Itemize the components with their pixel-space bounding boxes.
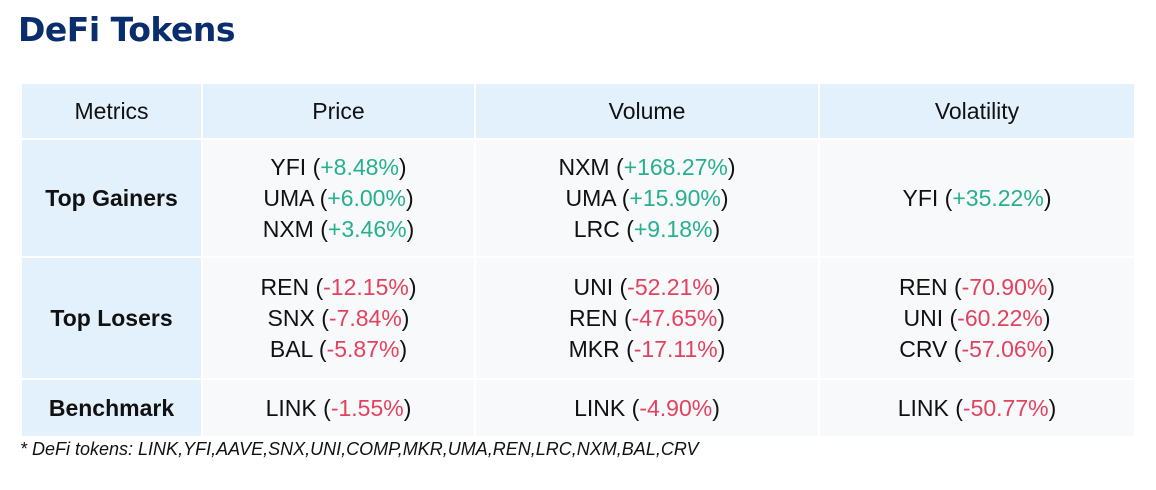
volatility-cell: YFI (+35.22%) bbox=[818, 138, 1136, 258]
header-price: Price bbox=[201, 82, 476, 140]
change-value: -5.87% bbox=[326, 335, 400, 362]
token-symbol: REN bbox=[569, 304, 618, 331]
token-entry: LINK (-4.90%) bbox=[574, 394, 720, 421]
token-symbol: YFI bbox=[270, 153, 307, 180]
token-entry: LRC (+9.18%) bbox=[573, 215, 721, 242]
change-value: +9.18% bbox=[633, 215, 713, 242]
token-entry: REN (-47.65%) bbox=[569, 304, 725, 331]
token-entry: UNI (-52.21%) bbox=[573, 273, 721, 300]
change-value: -57.06% bbox=[961, 335, 1048, 362]
row-benchmark: Benchmark LINK (-1.55%) LINK (-4.90%) LI… bbox=[20, 378, 1136, 438]
token-entry: BAL (-5.87%) bbox=[269, 335, 408, 362]
volatility-cell: LINK (-50.77%) bbox=[818, 378, 1136, 438]
change-value: -50.77% bbox=[962, 394, 1049, 421]
change-value: -4.90% bbox=[639, 394, 713, 421]
header-metrics: Metrics bbox=[20, 82, 203, 140]
price-cell: REN (-12.15%) SNX (-7.84%) BAL (-5.87%) bbox=[201, 256, 476, 380]
token-symbol: UMA bbox=[565, 184, 616, 211]
token-entry: YFI (+35.22%) bbox=[902, 184, 1052, 211]
token-symbol: UMA bbox=[263, 184, 314, 211]
token-symbol: YFI bbox=[902, 184, 939, 211]
row-label: Benchmark bbox=[20, 378, 203, 438]
change-value: -1.55% bbox=[330, 394, 404, 421]
volume-cell: LINK (-4.90%) bbox=[474, 378, 820, 438]
change-value: -60.22% bbox=[957, 304, 1043, 331]
change-value: -7.84% bbox=[328, 304, 402, 331]
token-entry: LINK (-1.55%) bbox=[265, 394, 412, 421]
volatility-cell: REN (-70.90%) UNI (-60.22%) CRV (-57.06%… bbox=[818, 256, 1136, 380]
row-label: Top Gainers bbox=[20, 138, 203, 258]
token-entry: NXM (+168.27%) bbox=[558, 153, 736, 180]
token-symbol: UNI bbox=[903, 304, 944, 331]
row-label: Top Losers bbox=[20, 256, 203, 380]
change-value: -47.65% bbox=[631, 304, 718, 331]
token-entry: LINK (-50.77%) bbox=[897, 394, 1057, 421]
footnote: * DeFi tokens: LINK,YFI,AAVE,SNX,UNI,COM… bbox=[20, 439, 699, 459]
token-symbol: LINK bbox=[574, 394, 626, 421]
change-value: -12.15% bbox=[323, 273, 409, 300]
token-entry: NXM (+3.46%) bbox=[262, 215, 415, 242]
change-value: -17.11% bbox=[633, 335, 718, 362]
change-value: +15.90% bbox=[629, 184, 721, 211]
token-symbol: REN bbox=[260, 273, 310, 300]
price-cell: YFI (+8.48%) UMA (+6.00%) NXM (+3.46%) bbox=[201, 138, 476, 258]
token-entry: UMA (+15.90%) bbox=[565, 184, 729, 211]
header-volatility: Volatility bbox=[818, 82, 1136, 140]
token-entry: UNI (-60.22%) bbox=[903, 304, 1051, 331]
token-entry: SNX (-7.84%) bbox=[267, 304, 410, 331]
token-entry: REN (-70.90%) bbox=[899, 273, 1055, 300]
token-entry: UMA (+6.00%) bbox=[263, 184, 414, 211]
header-volume: Volume bbox=[474, 82, 820, 140]
change-value: +3.46% bbox=[327, 215, 407, 242]
token-symbol: BAL bbox=[269, 335, 313, 362]
price-cell: LINK (-1.55%) bbox=[201, 378, 476, 438]
volume-cell: UNI (-52.21%) REN (-47.65%) MKR (-17.11%… bbox=[474, 256, 820, 380]
change-value: +8.48% bbox=[320, 153, 399, 180]
token-symbol: MKR bbox=[568, 335, 620, 362]
change-value: -70.90% bbox=[961, 273, 1048, 300]
token-entry: CRV (-57.06%) bbox=[899, 335, 1055, 362]
table-header-row: Metrics Price Volume Volatility bbox=[20, 82, 1136, 140]
change-value: -52.21% bbox=[627, 273, 713, 300]
token-symbol: UNI bbox=[573, 273, 614, 300]
volume-cell: NXM (+168.27%) UMA (+15.90%) LRC (+9.18%… bbox=[474, 138, 820, 258]
token-symbol: REN bbox=[899, 273, 948, 300]
token-symbol: SNX bbox=[267, 304, 315, 331]
token-entry: REN (-12.15%) bbox=[260, 273, 417, 300]
token-symbol: NXM bbox=[262, 215, 314, 242]
token-symbol: LRC bbox=[573, 215, 620, 242]
token-entry: YFI (+8.48%) bbox=[270, 153, 407, 180]
token-symbol: LINK bbox=[265, 394, 317, 421]
row-top-losers: Top Losers REN (-12.15%) SNX (-7.84%) BA… bbox=[20, 256, 1136, 380]
row-top-gainers: Top Gainers YFI (+8.48%) UMA (+6.00%) NX… bbox=[20, 138, 1136, 258]
token-symbol: LINK bbox=[897, 394, 949, 421]
change-value: +6.00% bbox=[327, 184, 406, 211]
token-symbol: CRV bbox=[899, 335, 948, 362]
change-value: +35.22% bbox=[952, 184, 1044, 211]
defi-metrics-table: Metrics Price Volume Volatility Top Gain… bbox=[20, 82, 1136, 438]
change-value: +168.27% bbox=[623, 153, 728, 180]
token-symbol: NXM bbox=[558, 153, 610, 180]
token-entry: MKR (-17.11%) bbox=[568, 335, 726, 362]
page-title: DeFi Tokens bbox=[18, 10, 236, 49]
